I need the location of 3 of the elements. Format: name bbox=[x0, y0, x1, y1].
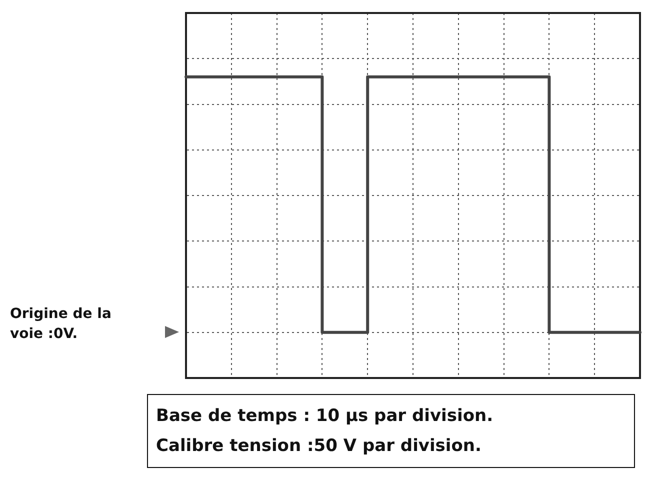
text: Base de temps : 10 µs par division. bbox=[156, 405, 494, 428]
text: Origine de la voie :0V. bbox=[10, 305, 112, 344]
text: Calibre tension :50 V par division. bbox=[156, 435, 482, 458]
